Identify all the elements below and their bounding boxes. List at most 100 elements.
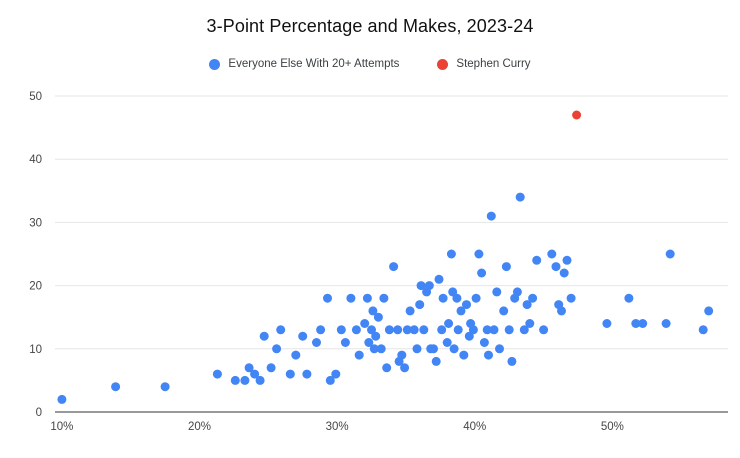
data-point-everyone-else[interactable] bbox=[367, 325, 376, 335]
data-point-everyone-else[interactable] bbox=[438, 293, 448, 303]
data-point-everyone-else[interactable] bbox=[424, 281, 434, 291]
data-point-everyone-else[interactable] bbox=[382, 363, 392, 373]
data-point-everyone-else[interactable] bbox=[373, 312, 383, 322]
data-point-stephen-curry[interactable] bbox=[572, 110, 582, 120]
data-point-everyone-else[interactable] bbox=[331, 369, 341, 379]
data-point-everyone-else[interactable] bbox=[624, 293, 634, 303]
data-point-everyone-else[interactable] bbox=[389, 262, 399, 272]
data-point-everyone-else[interactable] bbox=[230, 375, 240, 385]
data-point-everyone-else[interactable] bbox=[665, 249, 675, 259]
data-point-everyone-else[interactable] bbox=[111, 382, 121, 392]
data-point-everyone-else[interactable] bbox=[400, 363, 410, 373]
data-point-everyone-else[interactable] bbox=[462, 300, 471, 310]
data-point-everyone-else[interactable] bbox=[562, 255, 572, 265]
data-point-everyone-else[interactable] bbox=[661, 319, 671, 328]
data-point-everyone-else[interactable] bbox=[631, 319, 641, 328]
data-point-everyone-else[interactable] bbox=[452, 293, 462, 303]
data-point-everyone-else[interactable] bbox=[316, 325, 326, 335]
data-point-everyone-else[interactable] bbox=[551, 262, 561, 272]
data-point-everyone-else[interactable] bbox=[482, 325, 492, 335]
data-point-everyone-else[interactable] bbox=[602, 319, 612, 328]
data-point-everyone-else[interactable] bbox=[369, 344, 379, 354]
data-point-everyone-else[interactable] bbox=[340, 338, 350, 347]
data-point-everyone-else[interactable] bbox=[453, 325, 463, 335]
data-point-everyone-else[interactable] bbox=[528, 293, 538, 303]
data-point-everyone-else[interactable] bbox=[431, 356, 441, 366]
data-point-everyone-else[interactable] bbox=[351, 325, 361, 335]
data-point-everyone-else[interactable] bbox=[412, 344, 422, 354]
data-point-everyone-else[interactable] bbox=[291, 350, 301, 360]
data-point-everyone-else[interactable] bbox=[501, 262, 511, 272]
data-point-everyone-else[interactable] bbox=[698, 325, 708, 335]
data-point-everyone-else[interactable] bbox=[244, 363, 254, 373]
data-point-everyone-else[interactable] bbox=[323, 293, 332, 303]
data-point-everyone-else[interactable] bbox=[405, 306, 415, 316]
data-point-everyone-else[interactable] bbox=[444, 319, 454, 328]
data-point-everyone-else[interactable] bbox=[477, 268, 487, 278]
data-point-everyone-else[interactable] bbox=[397, 350, 407, 360]
data-point-everyone-else[interactable] bbox=[495, 344, 504, 354]
data-point-everyone-else[interactable] bbox=[240, 375, 250, 385]
data-point-everyone-else[interactable] bbox=[302, 369, 312, 379]
data-point-everyone-else[interactable] bbox=[515, 192, 525, 202]
data-point-everyone-else[interactable] bbox=[474, 249, 484, 259]
data-point-everyone-else[interactable] bbox=[456, 306, 466, 316]
data-point-everyone-else[interactable] bbox=[504, 325, 514, 335]
data-point-everyone-else[interactable] bbox=[409, 325, 419, 335]
data-point-everyone-else[interactable] bbox=[479, 338, 489, 347]
data-point-everyone-else[interactable] bbox=[415, 300, 425, 310]
data-point-everyone-else[interactable] bbox=[416, 281, 426, 291]
data-point-everyone-else[interactable] bbox=[704, 306, 714, 316]
data-point-everyone-else[interactable] bbox=[419, 325, 429, 335]
data-point-everyone-else[interactable] bbox=[212, 369, 222, 379]
data-point-everyone-else[interactable] bbox=[638, 319, 648, 328]
data-point-everyone-else[interactable] bbox=[547, 249, 557, 259]
data-point-everyone-else[interactable] bbox=[464, 331, 474, 341]
data-point-everyone-else[interactable] bbox=[525, 319, 535, 328]
data-point-everyone-else[interactable] bbox=[272, 344, 282, 354]
data-point-everyone-else[interactable] bbox=[393, 325, 403, 335]
data-point-everyone-else[interactable] bbox=[532, 255, 542, 265]
data-point-everyone-else[interactable] bbox=[437, 325, 447, 335]
data-point-everyone-else[interactable] bbox=[336, 325, 346, 335]
data-point-everyone-else[interactable] bbox=[57, 394, 67, 404]
data-point-everyone-else[interactable] bbox=[507, 356, 517, 366]
data-point-everyone-else[interactable] bbox=[368, 306, 378, 316]
data-point-everyone-else[interactable] bbox=[362, 293, 372, 303]
data-point-everyone-else[interactable] bbox=[255, 375, 265, 385]
data-point-everyone-else[interactable] bbox=[492, 287, 502, 297]
data-point-everyone-else[interactable] bbox=[384, 325, 394, 335]
data-point-everyone-else[interactable] bbox=[250, 369, 260, 379]
data-point-everyone-else[interactable] bbox=[354, 350, 364, 360]
data-point-everyone-else[interactable] bbox=[449, 344, 459, 354]
data-point-everyone-else[interactable] bbox=[519, 325, 529, 335]
data-point-everyone-else[interactable] bbox=[557, 306, 566, 316]
data-point-everyone-else[interactable] bbox=[434, 274, 444, 284]
data-point-everyone-else[interactable] bbox=[312, 338, 321, 347]
data-point-everyone-else[interactable] bbox=[371, 331, 381, 341]
data-point-everyone-else[interactable] bbox=[486, 211, 496, 221]
data-point-everyone-else[interactable] bbox=[512, 287, 522, 297]
data-point-everyone-else[interactable] bbox=[325, 375, 335, 385]
data-point-everyone-else[interactable] bbox=[266, 363, 276, 373]
data-point-everyone-else[interactable] bbox=[160, 382, 170, 392]
data-point-everyone-else[interactable] bbox=[566, 293, 576, 303]
data-point-everyone-else[interactable] bbox=[429, 344, 438, 354]
data-point-everyone-else[interactable] bbox=[471, 293, 481, 303]
data-point-everyone-else[interactable] bbox=[402, 325, 412, 335]
data-point-everyone-else[interactable] bbox=[379, 293, 389, 303]
data-point-everyone-else[interactable] bbox=[259, 331, 269, 341]
data-point-everyone-else[interactable] bbox=[459, 350, 469, 360]
data-point-everyone-else[interactable] bbox=[376, 344, 386, 354]
data-point-everyone-else[interactable] bbox=[559, 268, 569, 278]
data-point-everyone-else[interactable] bbox=[499, 306, 509, 316]
data-point-everyone-else[interactable] bbox=[489, 325, 499, 335]
data-point-everyone-else[interactable] bbox=[298, 331, 308, 341]
data-point-everyone-else[interactable] bbox=[442, 338, 452, 347]
data-point-everyone-else[interactable] bbox=[446, 249, 456, 259]
data-point-everyone-else[interactable] bbox=[276, 325, 286, 335]
data-point-everyone-else[interactable] bbox=[364, 338, 374, 347]
data-point-everyone-else[interactable] bbox=[346, 293, 356, 303]
data-point-everyone-else[interactable] bbox=[360, 319, 370, 328]
data-point-everyone-else[interactable] bbox=[539, 325, 549, 335]
